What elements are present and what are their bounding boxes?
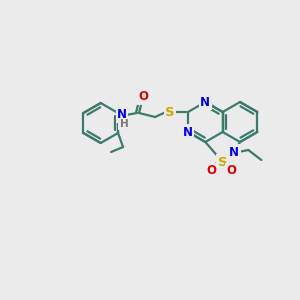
Text: N: N <box>117 109 127 122</box>
Text: O: O <box>207 164 217 178</box>
Text: O: O <box>138 91 148 103</box>
Text: O: O <box>227 164 237 178</box>
Text: N: N <box>229 146 239 158</box>
Text: N: N <box>183 125 193 139</box>
Text: S: S <box>165 106 175 118</box>
Text: N: N <box>200 95 210 109</box>
Text: S: S <box>218 155 227 169</box>
Text: H: H <box>120 119 128 129</box>
